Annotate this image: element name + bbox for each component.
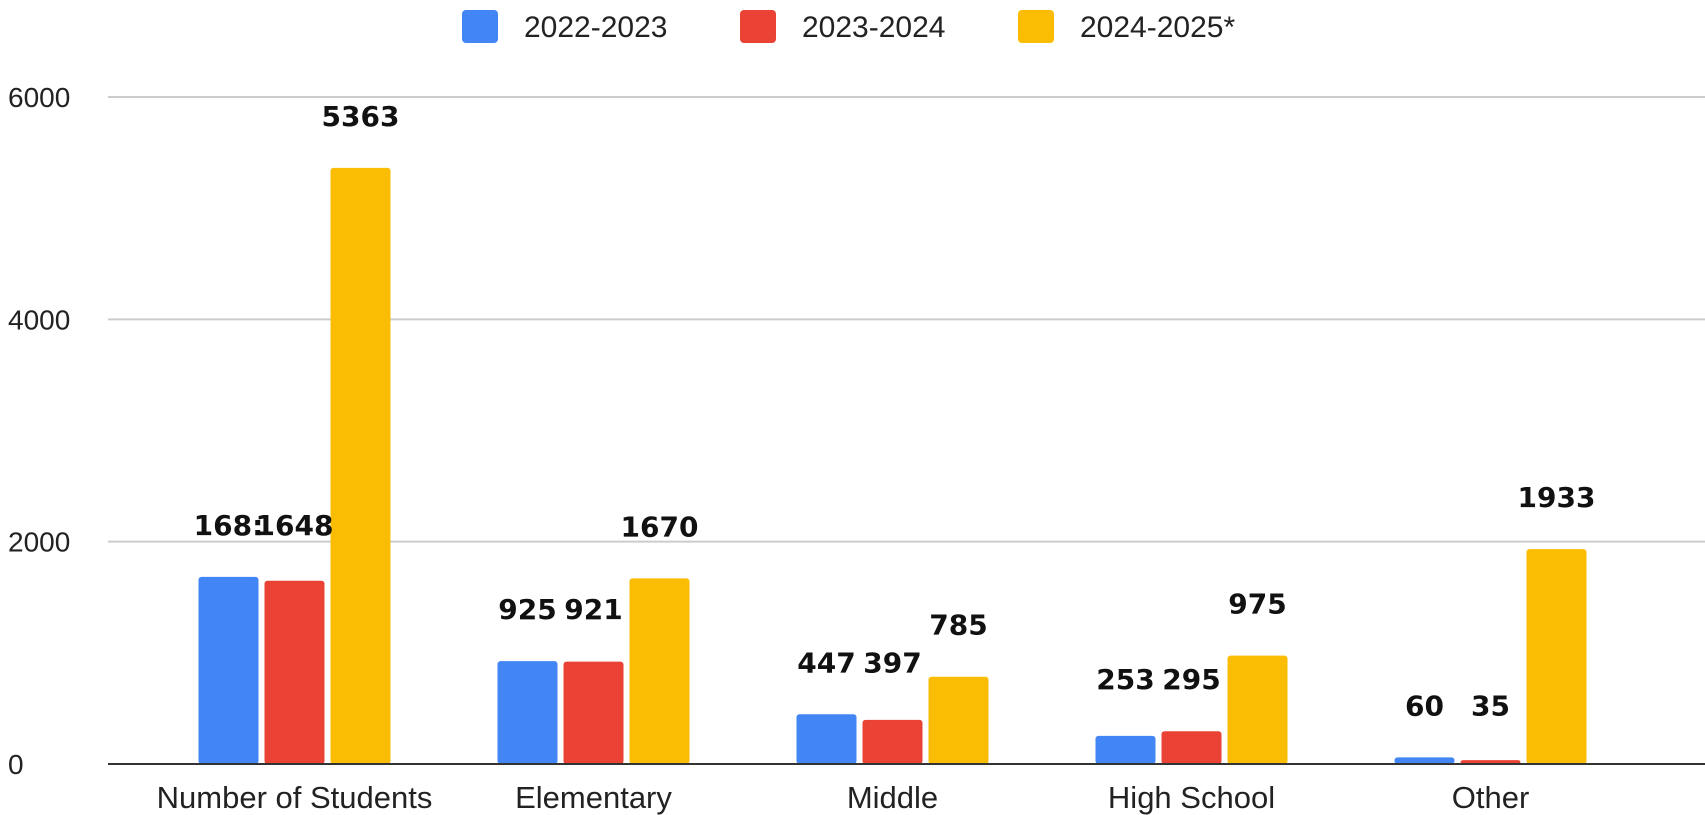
data-label: 253	[1096, 663, 1154, 696]
x-axis: Number of Students Elementary Middle High S…	[108, 763, 1705, 815]
bar	[1394, 757, 1455, 764]
data-label: 1933	[1518, 481, 1596, 514]
legend-label: 2023-2024	[802, 11, 945, 44]
legend-swatch	[1018, 10, 1054, 43]
legend-label: 2024-2025*	[1080, 11, 1235, 44]
legend-swatch	[462, 10, 498, 43]
x-tick-label: Other	[1452, 780, 1530, 815]
bar	[1526, 549, 1587, 764]
bars	[198, 167, 1587, 764]
bar	[1227, 655, 1288, 764]
bar	[1161, 731, 1222, 764]
bar	[497, 661, 558, 764]
data-label: 447	[797, 646, 855, 679]
bar	[563, 661, 624, 764]
data-label: 397	[863, 646, 921, 679]
bar	[1095, 735, 1156, 764]
bar	[862, 719, 923, 764]
chart-legend: 2022-2023 2023-2024 2024-2025*	[462, 10, 1235, 44]
bar	[928, 676, 989, 764]
data-label: 5363	[322, 100, 400, 133]
bar	[330, 167, 391, 764]
y-tick-label: 0	[8, 749, 24, 780]
data-label: 168:	[194, 509, 264, 542]
y-tick-label: 6000	[8, 82, 70, 113]
data-label: 975	[1228, 588, 1286, 621]
y-tick-label: 2000	[8, 527, 70, 558]
x-tick-label: High School	[1108, 780, 1275, 815]
legend-label: 2022-2023	[524, 11, 667, 44]
data-label: 35	[1471, 689, 1510, 722]
bar	[264, 580, 325, 764]
bar	[796, 714, 857, 764]
y-axis: 0 2000 4000 6000	[8, 82, 70, 780]
data-label: 921	[564, 593, 622, 626]
x-tick-label: Elementary	[515, 780, 672, 815]
bar	[198, 576, 259, 764]
data-label: 295	[1162, 663, 1220, 696]
legend-swatch	[740, 10, 776, 43]
y-tick-label: 4000	[8, 304, 70, 335]
bar	[629, 578, 690, 764]
data-label: 925	[498, 593, 556, 626]
x-tick-label: Middle	[847, 780, 938, 815]
data-label: 1670	[621, 510, 699, 543]
data-label: 785	[929, 609, 987, 642]
x-tick-label: Number of Students	[157, 780, 433, 815]
data-label: 60	[1405, 689, 1444, 722]
data-label: 1648	[256, 509, 334, 542]
